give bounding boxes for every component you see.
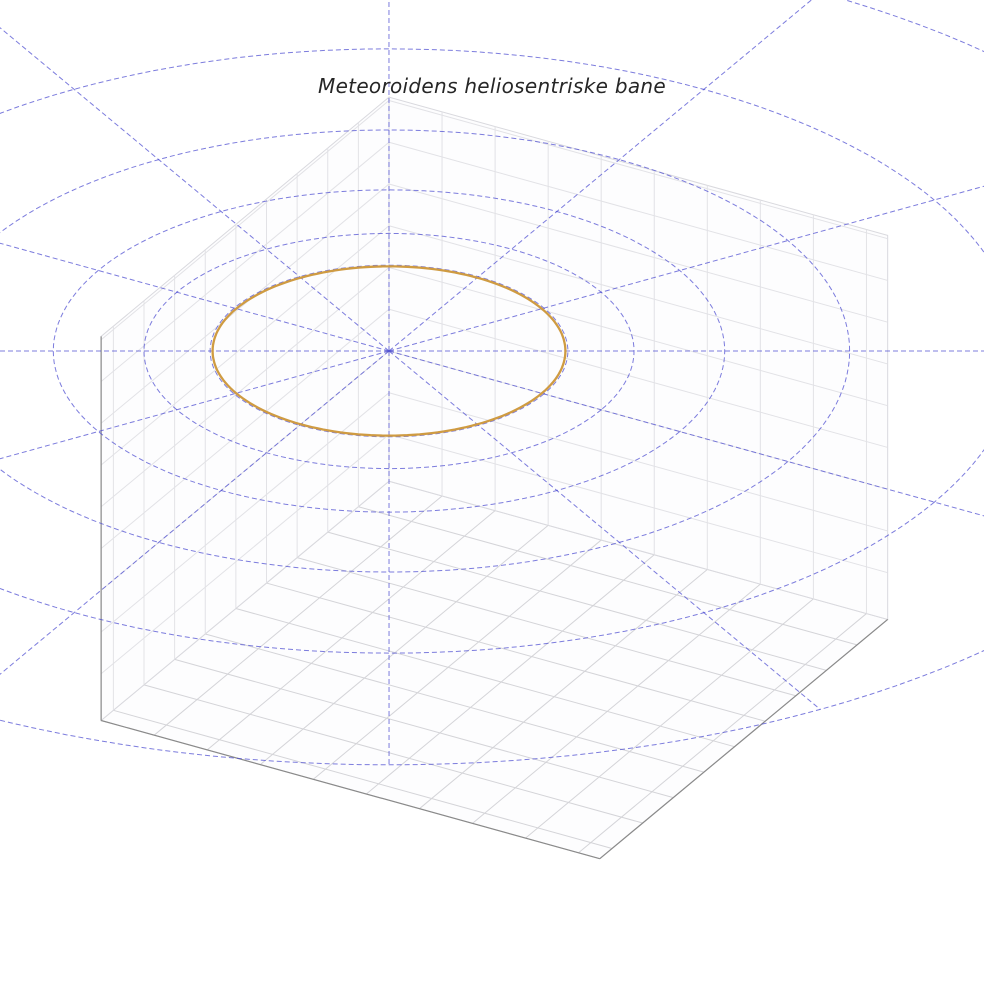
plot-title: Meteoroidens heliosentriske bane	[318, 74, 666, 98]
planet-orbits	[211, 265, 567, 437]
axis-spines	[100, 336, 889, 860]
ecliptic-polar-grid	[0, 0, 984, 766]
axis-panes	[100, 96, 889, 860]
